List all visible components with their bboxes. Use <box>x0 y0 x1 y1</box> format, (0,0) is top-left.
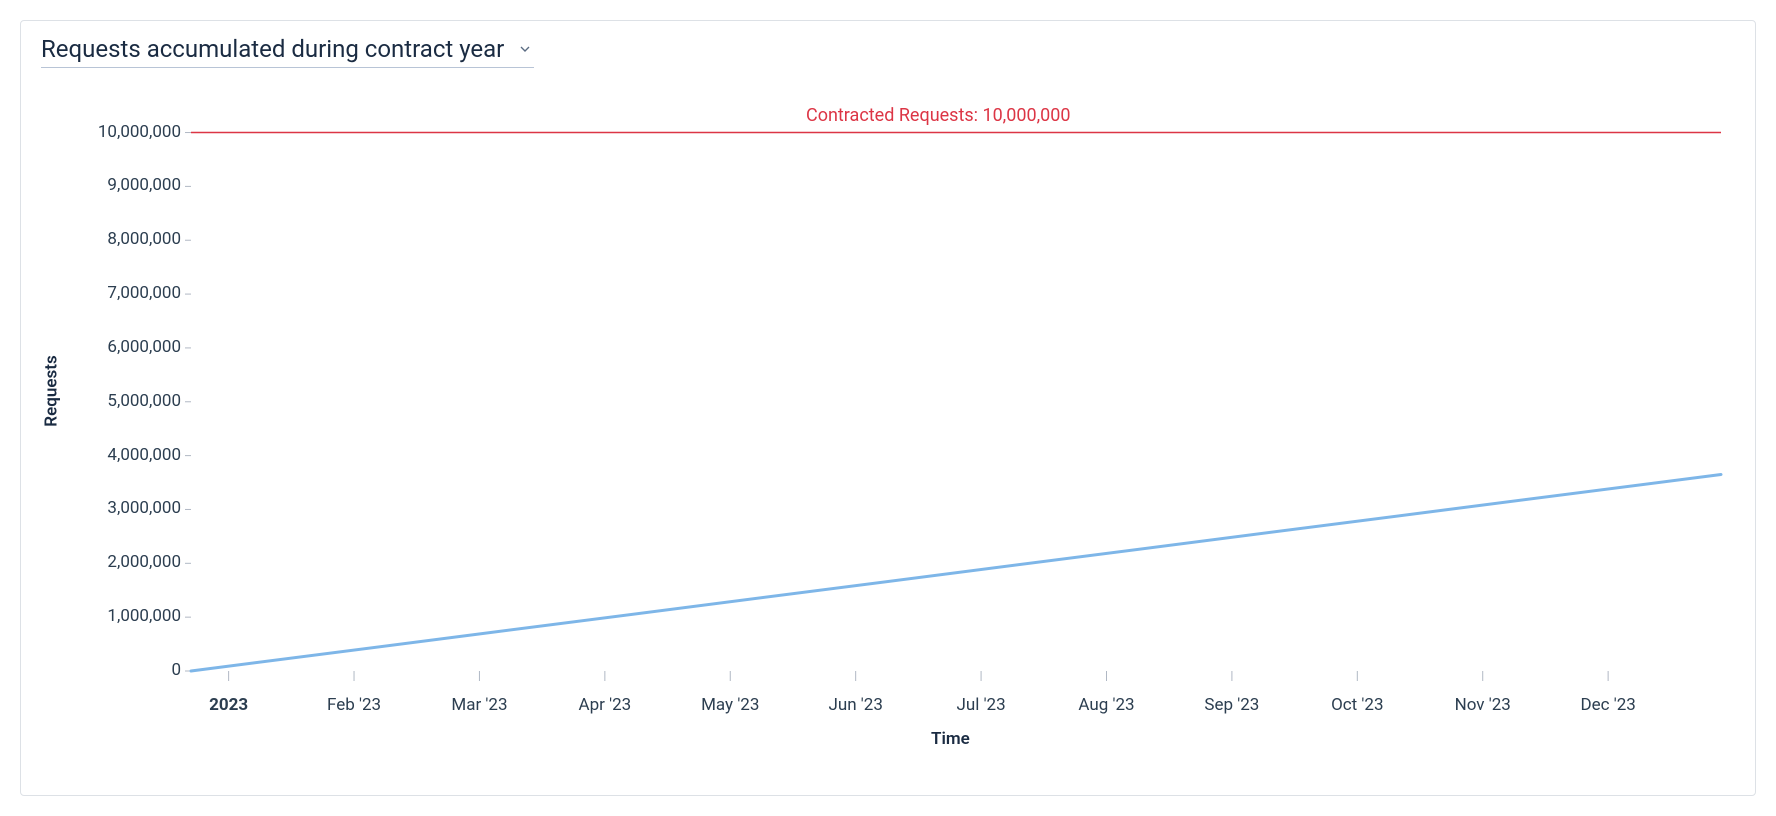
y-tick-label: 1,000,000 <box>71 606 181 626</box>
x-tick-label: 2023 <box>189 695 269 715</box>
x-tick-label: May '23 <box>690 695 770 715</box>
x-tick-label: Sep '23 <box>1192 695 1272 715</box>
chart-panel: Requests accumulated during contract yea… <box>20 20 1756 796</box>
x-tick-label: Oct '23 <box>1317 695 1397 715</box>
y-tick-label: 6,000,000 <box>71 337 181 357</box>
y-tick-label: 3,000,000 <box>71 498 181 518</box>
y-tick-label: 10,000,000 <box>71 122 181 142</box>
x-tick-label: Feb '23 <box>314 695 394 715</box>
x-tick-label: Mar '23 <box>439 695 519 715</box>
y-tick-label: 5,000,000 <box>71 391 181 411</box>
y-tick-label: 9,000,000 <box>71 175 181 195</box>
x-tick-label: Jun '23 <box>816 695 896 715</box>
x-tick-label: Aug '23 <box>1066 695 1146 715</box>
x-axis-title: Time <box>931 729 970 749</box>
chart-header[interactable]: Requests accumulated during contract yea… <box>41 35 534 68</box>
chart-body: Contracted Requests: 10,000,000 Requests… <box>41 76 1735 766</box>
y-tick-label: 7,000,000 <box>71 283 181 303</box>
y-tick-label: 4,000,000 <box>71 445 181 465</box>
y-tick-label: 8,000,000 <box>71 229 181 249</box>
x-tick-label: Nov '23 <box>1443 695 1523 715</box>
chart-title: Requests accumulated during contract yea… <box>41 35 504 63</box>
x-tick-label: Jul '23 <box>941 695 1021 715</box>
x-tick-label: Dec '23 <box>1568 695 1648 715</box>
x-tick-label: Apr '23 <box>565 695 645 715</box>
y-tick-label: 2,000,000 <box>71 552 181 572</box>
chart-plot-area <box>41 76 1751 701</box>
y-tick-label: 0 <box>71 660 181 680</box>
chevron-down-icon[interactable] <box>516 40 534 58</box>
